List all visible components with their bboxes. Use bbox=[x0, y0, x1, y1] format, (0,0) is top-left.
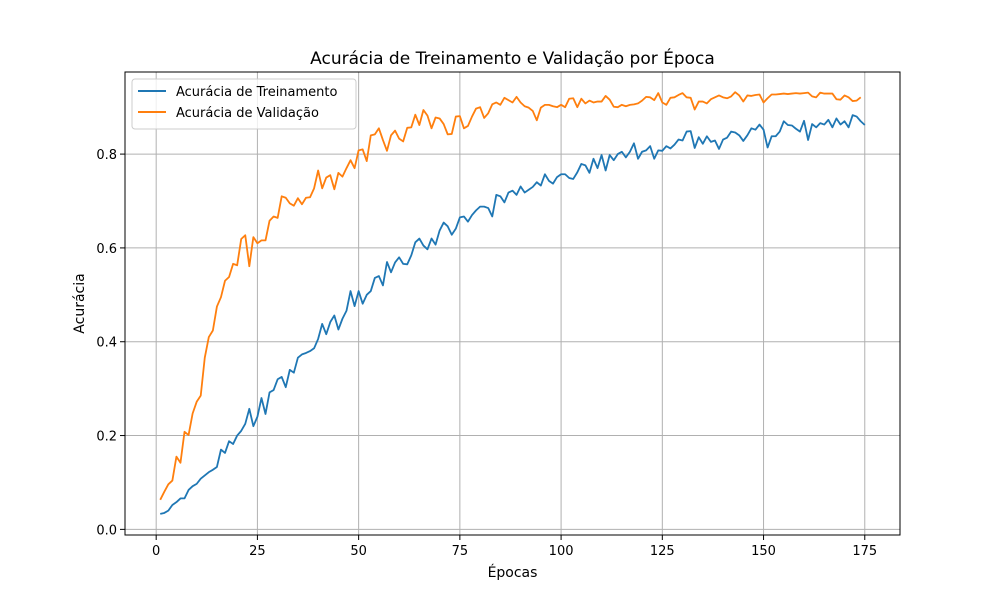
legend-label-training: Acurácia de Treinamento bbox=[176, 85, 338, 100]
series-line-validation bbox=[159, 91, 862, 501]
x-tick-label: 175 bbox=[852, 544, 877, 559]
x-tick-label: 100 bbox=[549, 544, 574, 559]
x-tick-label: 25 bbox=[249, 544, 266, 559]
y-axis-label: Acurácia bbox=[72, 273, 88, 333]
x-tick-label: 125 bbox=[650, 544, 675, 559]
x-tick-label: 0 bbox=[152, 544, 160, 559]
y-tick-label: 0.4 bbox=[96, 336, 117, 351]
series-line-training bbox=[160, 114, 866, 515]
y-tick-label: 0.2 bbox=[96, 430, 117, 445]
legend: Acurácia de Treinamento Acurácia de Vali… bbox=[131, 78, 357, 130]
y-tick-label: 0.6 bbox=[96, 242, 117, 257]
axis-ticks: 0 25 50 75 100 125 150 175 0.0 0.2 0.4 0.6 0.8 bbox=[96, 148, 877, 559]
x-tick-label: 150 bbox=[751, 544, 776, 559]
x-tick-label: 50 bbox=[350, 544, 367, 559]
chart-title: Acurácia de Treinamento e Validação por … bbox=[310, 47, 715, 69]
grid bbox=[125, 72, 900, 535]
y-tick-label: 0.0 bbox=[96, 523, 117, 538]
legend-box bbox=[131, 78, 357, 130]
y-tick-label: 0.8 bbox=[96, 148, 117, 163]
legend-label-validation: Acurácia de Validação bbox=[176, 106, 319, 121]
series-layer bbox=[159, 91, 866, 515]
plot-frame bbox=[124, 71, 901, 536]
x-axis-label: Épocas bbox=[488, 564, 538, 581]
x-tick-label: 75 bbox=[452, 544, 469, 559]
